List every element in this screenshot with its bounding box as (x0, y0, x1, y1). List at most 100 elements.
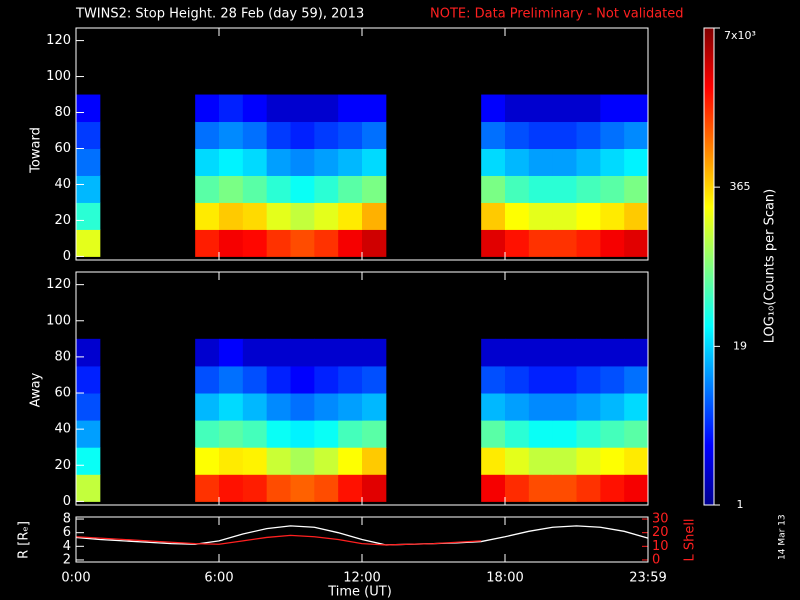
heatmap-cell (528, 175, 554, 203)
colorbar-label: LOG₁₀(Counts per Scan) (763, 189, 778, 344)
heatmap-cell (242, 148, 268, 176)
heatmap-cell (242, 202, 268, 230)
heatmap-cell (362, 420, 387, 448)
y-tick-label: 80 (54, 105, 71, 120)
heatmap-cell (576, 447, 601, 475)
heatmap-cell (76, 365, 101, 394)
heatmap-cell (195, 338, 220, 367)
y-axis-label: Away (29, 372, 44, 407)
heatmap-cell (290, 121, 315, 149)
heatmap-cell (505, 202, 530, 230)
heatmap-cell (481, 420, 506, 448)
heatmap-cell (266, 365, 291, 394)
heatmap-cell (576, 121, 601, 149)
heatmap-cell (195, 121, 220, 149)
heatmap-cell (242, 420, 268, 448)
heatmap-cell (242, 175, 268, 203)
heatmap-cell (76, 474, 101, 502)
heatmap-cell (76, 229, 101, 257)
heatmap-cell (576, 94, 601, 123)
heatmap-cell (76, 94, 101, 123)
heatmap-cell (576, 420, 601, 448)
heatmap-cell (290, 202, 315, 230)
y-axis-label: R [Rₑ] (17, 521, 32, 559)
heatmap-cell (552, 121, 577, 149)
heatmap-cell (481, 365, 506, 394)
heatmap-cell (338, 229, 363, 257)
heatmap-cell (314, 365, 339, 394)
heatmap-cell (624, 474, 649, 502)
y2-tick-label: 30 (652, 512, 669, 527)
heatmap-cell (266, 420, 291, 448)
heatmap-cell (600, 420, 625, 448)
heatmap-cell (528, 393, 554, 421)
heatmap-cell (624, 94, 649, 123)
y-tick-label: 80 (54, 349, 71, 364)
heatmap-cell (195, 420, 220, 448)
heatmap-cell (600, 365, 625, 394)
heatmap-cell (76, 148, 101, 176)
heatmap-cell (552, 202, 577, 230)
heatmap-cell (314, 94, 339, 123)
heatmap-cell (219, 202, 244, 230)
note: NOTE: Data Preliminary - Not validated (430, 7, 684, 22)
x-tick-label: 12:00 (343, 571, 380, 586)
heatmap-cell (362, 365, 387, 394)
heatmap-cell (266, 229, 291, 257)
heatmap-cell (338, 148, 363, 176)
heatmap-cell (505, 338, 530, 367)
heatmap-cell (505, 175, 530, 203)
heatmap-cell (76, 202, 101, 230)
heatmap-cell (219, 447, 244, 475)
heatmap-cell (195, 365, 220, 394)
y-tick-label: 60 (54, 141, 71, 156)
heatmap-cell (505, 474, 530, 502)
heatmap-cell (624, 365, 649, 394)
heatmap-cell (290, 393, 315, 421)
heatmap-cell (219, 420, 244, 448)
heatmap-cell (195, 175, 220, 203)
heatmap-cell (195, 474, 220, 502)
heatmap-cell (266, 148, 291, 176)
x-tick-label: 6:00 (204, 571, 233, 586)
heatmap-cell (624, 175, 649, 203)
heatmap-cell (600, 148, 625, 176)
heatmap-cell (505, 148, 530, 176)
heatmap-cell (624, 338, 649, 367)
heatmap-cell (505, 94, 530, 123)
heatmap-cell (290, 474, 315, 502)
heatmap-cell (505, 121, 530, 149)
heatmap-cell (219, 94, 244, 123)
y-tick-label: 120 (46, 277, 71, 292)
heatmap-cell (600, 229, 625, 257)
heatmap-cell (552, 229, 577, 257)
heatmap-cell (505, 447, 530, 475)
heatmap-cell (266, 338, 291, 367)
heatmap-cell (242, 393, 268, 421)
x-tick-label: 0:00 (61, 571, 90, 586)
chart-title: TWINS2: Stop Height. 28 Feb (day 59), 20… (75, 7, 364, 22)
heatmap-cell (242, 474, 268, 502)
heatmap-cell (338, 338, 363, 367)
date-stamp: 14 Mar 13 (778, 514, 788, 560)
heatmap-cell (314, 175, 339, 203)
heatmap-cell (481, 94, 506, 123)
heatmap-cell (600, 175, 625, 203)
heatmap-cell (552, 474, 577, 502)
heatmap-cell (552, 393, 577, 421)
heatmap-cell (528, 148, 554, 176)
heatmap-cell (290, 338, 315, 367)
heatmap-cell (266, 175, 291, 203)
heatmap-cell (552, 447, 577, 475)
heatmap-cell (505, 420, 530, 448)
heatmap-cell (242, 229, 268, 257)
heatmap-cell (481, 229, 506, 257)
y-tick-label: 6 (63, 525, 71, 540)
heatmap-cell (552, 175, 577, 203)
heatmap-cell (290, 420, 315, 448)
heatmap-cell (219, 229, 244, 257)
heatmap-cell (505, 365, 530, 394)
heatmap-cell (362, 121, 387, 149)
heatmap-cell (338, 121, 363, 149)
